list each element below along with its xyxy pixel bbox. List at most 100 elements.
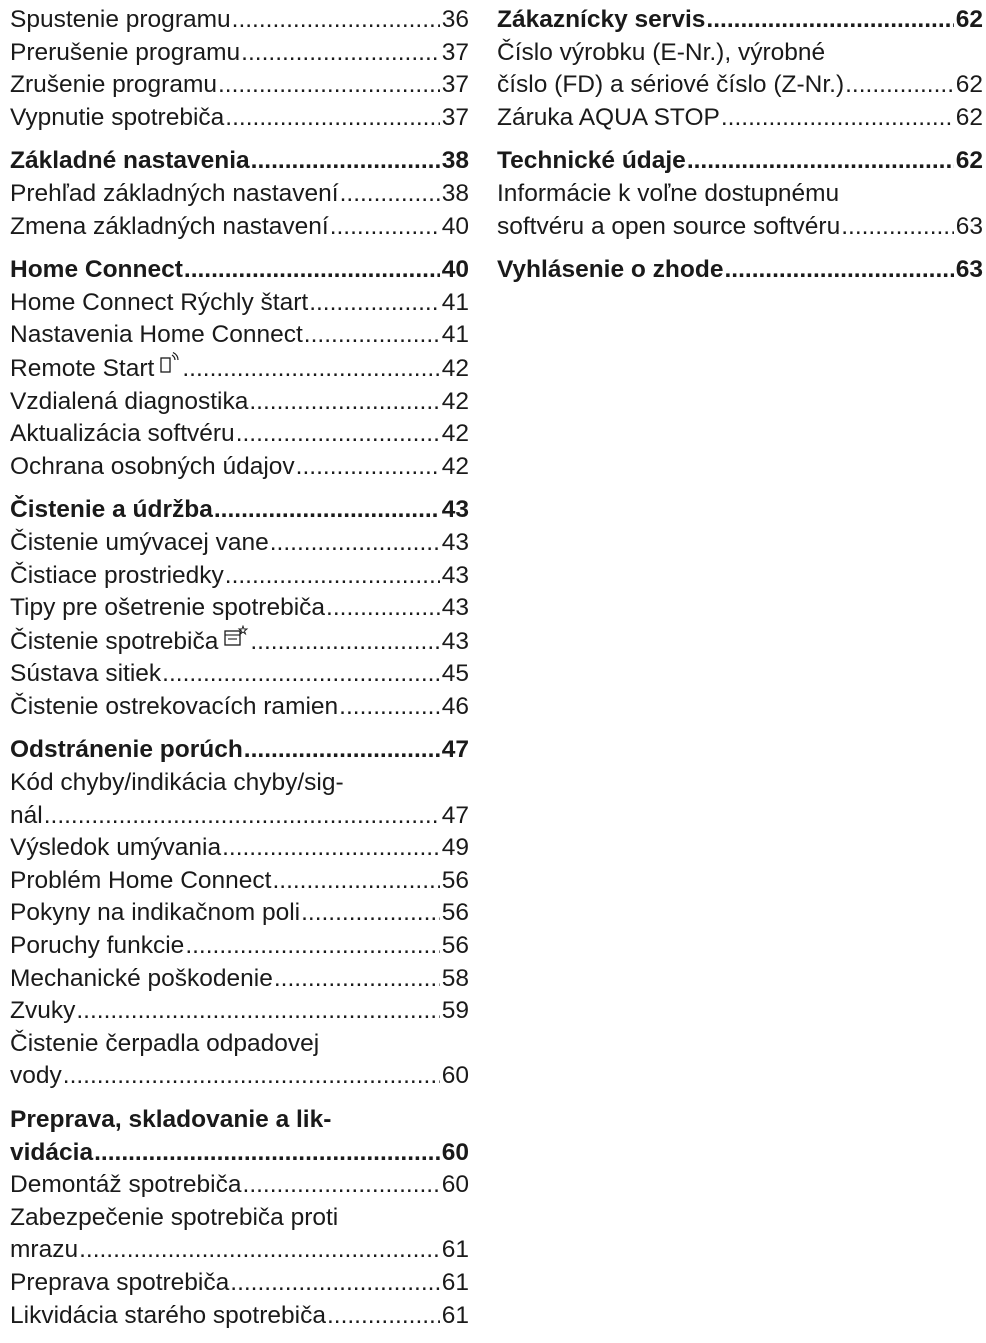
toc-page-number: 60 (441, 1138, 469, 1166)
toc-page-number: 43 (441, 594, 469, 622)
toc-dot-leader (274, 963, 440, 996)
toc-entry[interactable]: Aktualizácia softvéru 42 (10, 418, 469, 451)
toc-section-heading[interactable]: Vyhlásenie o zhode 63 (497, 254, 983, 287)
toc-group: Zákaznícky servis 62 Číslo výrobku (E-Nr.)… (497, 4, 983, 134)
toc-entry[interactable]: Nastavenia Home Connect 41 (10, 319, 469, 352)
toc-dot-leader (94, 1137, 440, 1170)
toc-page-number: 41 (441, 321, 469, 349)
toc-entry[interactable]: Likvidácia starého spotrebiča 61 (10, 1300, 469, 1333)
toc-entry[interactable]: Zvuky 59 (10, 995, 469, 1028)
toc-entry-title: Vyhlásenie o zhode (497, 256, 724, 284)
toc-dot-leader (79, 1234, 440, 1267)
toc-section-heading[interactable]: Odstránenie porúch 47 (10, 734, 469, 767)
toc-entry-title: Základné nastavenia (10, 147, 250, 175)
toc-dot-leader (340, 178, 440, 211)
toc-entry-title-line: Zabezpečenie spotrebiča proti (10, 1203, 339, 1231)
toc-entry[interactable]: Zrušenie programu 37 (10, 69, 469, 102)
toc-section-title-line: Preprava, skladovanie a lik- (10, 1106, 332, 1133)
toc-entry-title: Prehľad základných nastavení (10, 179, 339, 207)
toc-page-number: 40 (441, 212, 469, 240)
toc-section-heading[interactable]: Zákaznícky servis 62 (497, 4, 983, 37)
toc-column-right: Zákaznícky servis 62 Číslo výrobku (E-Nr.)… (497, 4, 983, 298)
toc-entry-title: Zákaznícky servis (497, 6, 706, 33)
toc-entry[interactable]: Prerušenie programu 37 (10, 37, 469, 70)
toc-dot-leader (225, 560, 440, 593)
toc-entry-title: Odstránenie porúch (10, 736, 243, 764)
toc-page-number: 43 (441, 528, 469, 556)
toc-page-number: 41 (441, 288, 469, 316)
toc-entry-title: Zrušenie programu (10, 71, 217, 99)
toc-entry[interactable]: Vypnutie spotrebiča 37 (10, 102, 469, 135)
toc-entry[interactable]: Demontáž spotrebiča 60 (10, 1169, 469, 1202)
toc-dot-leader (724, 254, 953, 287)
toc-dot-leader (250, 626, 439, 659)
toc-section-heading[interactable]: Čistenie a údržba 43 (10, 494, 469, 527)
toc-entry-title-line: Kód chyby/indikácia chyby/sig- (10, 769, 344, 797)
toc-entry[interactable]: Čistiace prostriedky 43 (10, 560, 469, 593)
toc-group: Čistenie a údržba43Čistenie umývacej van… (10, 494, 469, 723)
toc-section-heading[interactable]: Technické údaje 62 (497, 145, 983, 178)
toc-entry[interactable]: Výsledok umývania 49 (10, 832, 469, 865)
toc-entry-title: číslo (FD) a sériové číslo (Z-Nr.) (497, 71, 845, 99)
toc-entry[interactable]: Remote Start 42 (10, 351, 469, 386)
toc-entry[interactable]: Mechanické poškodenie 58 (10, 963, 469, 996)
toc-entry-title: mrazu (10, 1236, 79, 1264)
toc-dot-leader (845, 69, 954, 102)
toc-entry[interactable]: mrazu 61 (10, 1234, 469, 1267)
toc-entry-title: softvéru a open source softvéru (497, 212, 841, 240)
toc-dot-leader (330, 211, 440, 244)
toc-group: Technické údaje 62 Informácie k voľne dost… (497, 145, 983, 243)
toc-page-number: 60 (441, 1062, 469, 1090)
toc-group: Odstránenie porúch 47 Kód chyby/indikácia … (10, 734, 469, 1093)
toc-entry[interactable]: Čistenie umývacej vane 43 (10, 527, 469, 560)
toc-entry[interactable]: Problém Home Connect 56 (10, 865, 469, 898)
toc-entry[interactable]: Home Connect Rýchly štart 41 (10, 287, 469, 320)
toc-dot-leader (244, 734, 440, 767)
toc-entry-title: Mechanické poškodenie (10, 964, 273, 992)
toc-dot-leader (185, 930, 439, 963)
toc-entry[interactable]: Poruchy funkcie 56 (10, 930, 469, 963)
toc-entry[interactable]: Tipy pre ošetrenie spotrebiča 43 (10, 592, 469, 625)
toc-entry[interactable]: Čistenie ostrekovacích ramien 46 (10, 691, 469, 724)
toc-entry[interactable]: Pokyny na indikačnom poli 56 (10, 897, 469, 930)
toc-section-heading[interactable]: vidácia 60 (10, 1137, 469, 1170)
remote-start-icon (159, 351, 181, 386)
toc-dot-leader (241, 37, 440, 70)
toc-entry-title: Poruchy funkcie (10, 932, 185, 960)
toc-entry[interactable]: Preprava spotrebiča 61 (10, 1267, 469, 1300)
toc-group: Základné nastavenia38Prehľad základných … (10, 145, 469, 243)
toc-page-number: 62 (955, 147, 983, 175)
toc-entry[interactable]: Sústava sitiek 45 (10, 658, 469, 691)
toc-entry-title: vidácia (10, 1138, 94, 1166)
toc-dot-leader (706, 4, 953, 37)
toc-entry[interactable]: Prehľad základných nastavení 38 (10, 178, 469, 211)
toc-page-number: 56 (441, 932, 469, 960)
toc-entry[interactable]: softvéru a open source softvéru 63 (497, 211, 983, 244)
toc-page-number: 62 (955, 103, 983, 131)
toc-section-heading[interactable]: Home Connect 40 (10, 254, 469, 287)
toc-entry[interactable]: Ochrana osobných údajov 42 (10, 451, 469, 484)
toc-group: Vyhlásenie o zhode 63 (497, 254, 983, 287)
toc-dot-leader (236, 418, 440, 451)
toc-entry[interactable]: Vzdialená diagnostika 42 (10, 386, 469, 419)
toc-entry[interactable]: Zmena základných nastavení 40 (10, 211, 469, 244)
toc-entry-title: Remote Start (10, 354, 155, 382)
toc-section-heading[interactable]: Základné nastavenia 38 (10, 145, 469, 178)
toc-entry-title: Demontáž spotrebiča (10, 1171, 242, 1199)
toc-entry[interactable]: Spustenie programu 36 (10, 4, 469, 37)
toc-dot-leader (721, 102, 954, 135)
toc-entry[interactable]: nál 47 (10, 800, 469, 833)
toc-entry[interactable]: vody 60 (10, 1060, 469, 1093)
toc-entry-title: Likvidácia starého spotrebiča (10, 1301, 326, 1329)
toc-page-number: 60 (441, 1171, 469, 1199)
toc-entry-title: Pokyny na indikačnom poli (10, 899, 301, 927)
toc-entry-title: Vzdialená diagnostika (10, 387, 249, 415)
toc-entry[interactable]: Čistenie spotrebiča 43 (10, 624, 469, 659)
toc-dot-leader (218, 69, 440, 102)
toc-entry[interactable]: číslo (FD) a sériové číslo (Z-Nr.) 62 (497, 69, 983, 102)
toc-dot-leader (309, 287, 440, 320)
toc-page-number: 42 (441, 387, 469, 415)
toc-page-number: 42 (441, 354, 469, 382)
toc-dot-leader (687, 145, 954, 178)
toc-entry[interactable]: Záruka AQUA STOP 62 (497, 102, 983, 135)
